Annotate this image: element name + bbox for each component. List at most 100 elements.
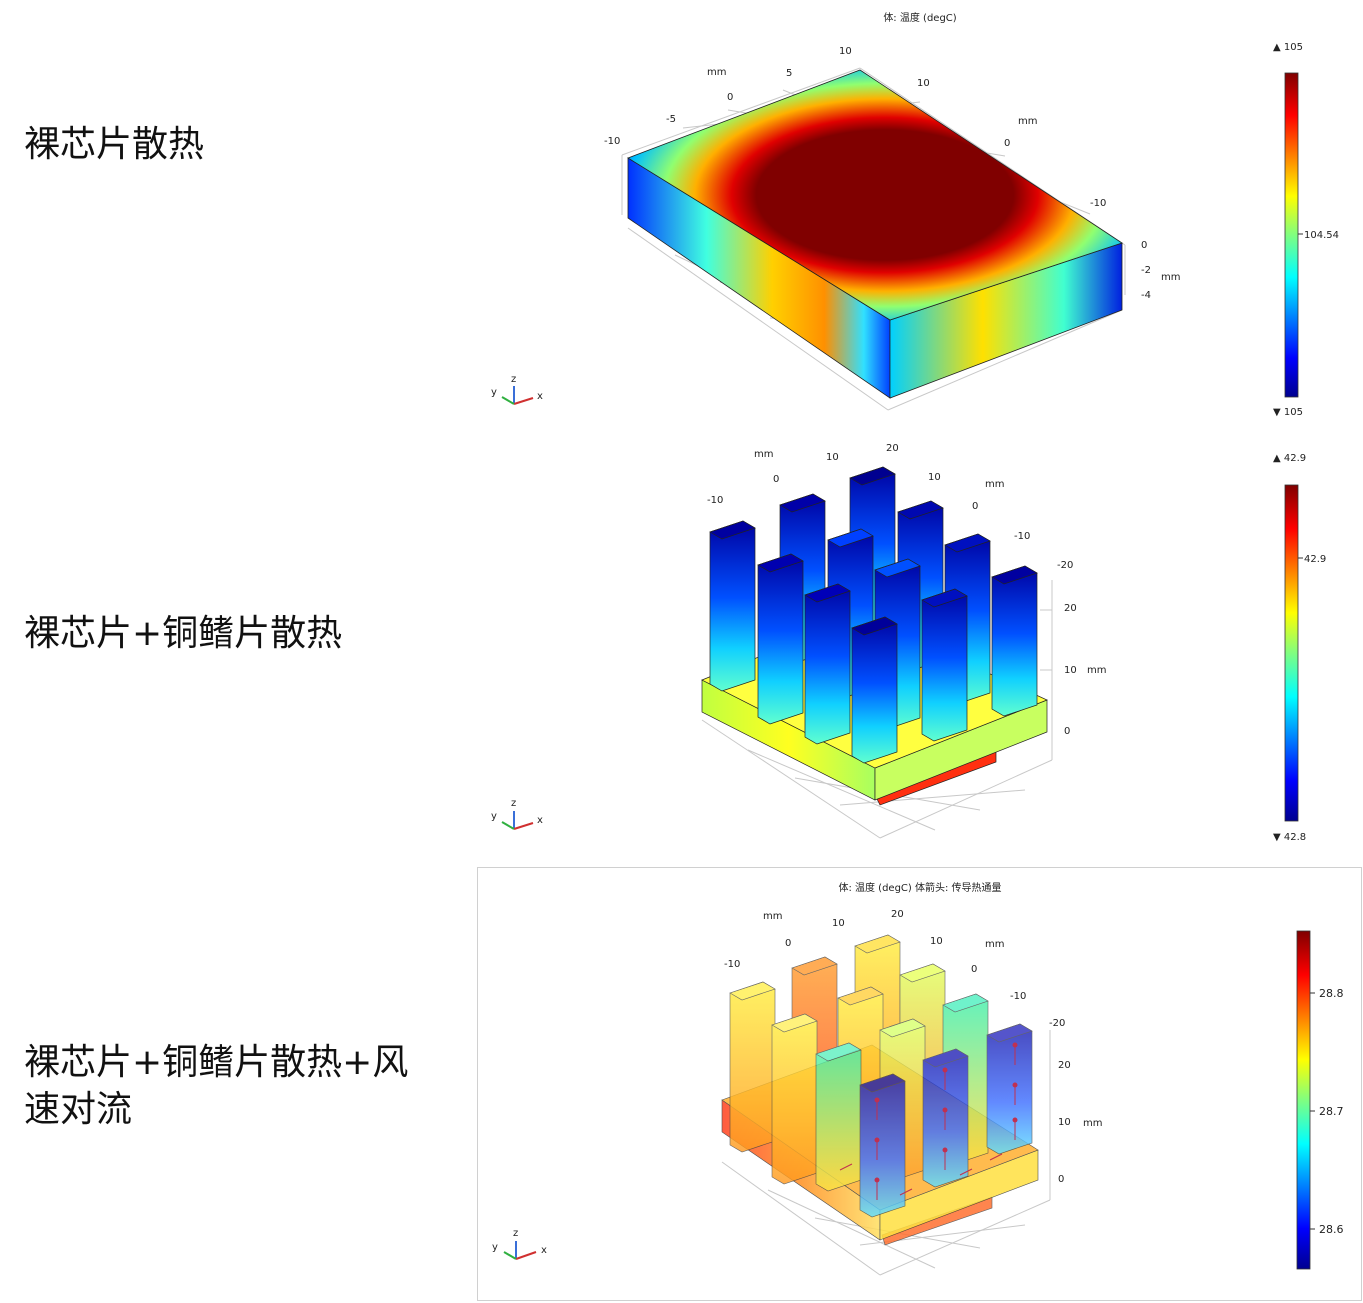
fin — [804, 583, 851, 745]
z-tick: 0 — [1058, 1174, 1064, 1185]
triad-y: y — [491, 811, 497, 822]
y-tick: -20 — [1057, 560, 1073, 571]
colorbar-2: ▲ 42.9 42.9 ▼ 42.8 — [1273, 453, 1326, 843]
x-tick: -5 — [666, 114, 676, 125]
axis-ticks-2: -10 0 10 20 mm 10 0 -10 -20 mm 20 10 0 m… — [707, 443, 1106, 737]
triad-x: x — [541, 1245, 547, 1256]
x-unit: mm — [707, 67, 726, 78]
axis-ticks-1: -10 -5 0 5 10 mm 10 0 -10 mm 0 -2 -4 mm — [604, 46, 1180, 301]
y-tick: 10 — [928, 472, 941, 483]
chip-top-face — [627, 69, 1123, 321]
z-tick: -4 — [1141, 290, 1151, 301]
colorbar-max-label: ▲ 105 — [1273, 42, 1303, 53]
y-tick: 10 — [917, 78, 930, 89]
y-tick: 0 — [971, 964, 977, 975]
z-tick: 10 — [1058, 1117, 1071, 1128]
fin — [771, 1013, 818, 1185]
x-unit: mm — [763, 911, 782, 922]
row-label-2: 裸芯片+铜鳍片散热 — [24, 613, 343, 654]
triad-z: z — [513, 1228, 518, 1239]
triad-x: x — [537, 391, 543, 402]
axis-ticks-3: -10 0 10 20 mm 10 0 -10 -20 mm 20 10 0 m… — [724, 909, 1102, 1185]
axis-triad-2: z x y — [491, 798, 543, 830]
x-tick: 5 — [786, 68, 792, 79]
colorbar-ramp — [1284, 72, 1299, 398]
fin — [729, 981, 776, 1153]
x-tick: -10 — [707, 495, 723, 506]
z-tick: 20 — [1064, 603, 1077, 614]
row-label-3-text: 裸芯片+铜鳍片散热+风速对流 — [24, 1042, 409, 1130]
z-tick: 0 — [1141, 240, 1147, 251]
heat-flux-arrows — [839, 1042, 1018, 1200]
fin — [709, 520, 756, 692]
y-tick: -10 — [1090, 198, 1106, 209]
z-tick: -2 — [1141, 265, 1151, 276]
colorbar-min-label: ▼ 42.8 — [1273, 832, 1306, 843]
y-tick: -10 — [1010, 991, 1026, 1002]
triad-y: y — [492, 1242, 498, 1253]
plot-frame-3 — [477, 867, 1362, 1301]
fin — [757, 553, 804, 725]
plot-title-1: 体: 温度 (degC) — [883, 11, 956, 24]
triad-z: z — [511, 374, 516, 385]
row-label-1: 裸芯片散热 — [24, 124, 205, 165]
y-unit: mm — [985, 939, 1004, 950]
plot-panel-2: -10 0 10 20 mm 10 0 -10 -20 mm 20 10 0 m… — [480, 430, 1363, 860]
y-unit: mm — [985, 479, 1004, 490]
x-tick: 20 — [886, 443, 899, 454]
z-unit: mm — [1083, 1118, 1102, 1129]
x-tick: 20 — [891, 909, 904, 920]
plot-panel-3: 体: 温度 (degC) 体箭头: 传导热通量 — [478, 868, 1361, 1300]
colorbar-3: 28.8 28.7 28.6 — [1296, 930, 1344, 1270]
x-tick: 10 — [832, 918, 845, 929]
colorbar-tick-label: 28.7 — [1319, 1105, 1344, 1118]
fin — [991, 565, 1038, 717]
y-tick: 0 — [972, 501, 978, 512]
fin — [815, 1042, 862, 1192]
colorbar-mid-label: 42.9 — [1304, 554, 1326, 565]
fin-array-3 — [729, 934, 1033, 1218]
colorbar-tick-label: 28.6 — [1319, 1223, 1344, 1236]
grid-lines-2 — [701, 580, 1053, 839]
y-tick: 0 — [1004, 138, 1010, 149]
fin — [921, 588, 968, 742]
colorbar-max-label: ▲ 42.9 — [1273, 453, 1306, 464]
plot-canvas-1: 体: 温度 (degC) -10 -5 0 5 10 mm 10 0 -10 m… — [491, 11, 1339, 418]
x-tick: 10 — [826, 452, 839, 463]
x-tick: 0 — [727, 92, 733, 103]
fin — [986, 1023, 1033, 1155]
plot-title-3: 体: 温度 (degC) 体箭头: 传导热通量 — [838, 881, 1001, 894]
row-label-3: 裸芯片+铜鳍片散热+风速对流 — [24, 1040, 424, 1134]
plot-panel-1: 体: 温度 (degC) -10 -5 0 5 10 mm 10 0 -10 m… — [480, 0, 1363, 430]
grid-lines-3 — [721, 1030, 1051, 1276]
x-tick: 0 — [785, 938, 791, 949]
colorbar-ramp — [1296, 930, 1311, 1270]
y-tick: -20 — [1049, 1018, 1065, 1029]
colorbar-mid-label: 104.54 — [1304, 230, 1339, 241]
fin — [851, 616, 898, 764]
z-tick: 0 — [1064, 726, 1070, 737]
fin-array-2 — [709, 466, 1038, 764]
triad-z: z — [511, 798, 516, 809]
z-tick: 10 — [1064, 665, 1077, 676]
x-tick: 0 — [773, 474, 779, 485]
triad-x: x — [537, 815, 543, 826]
fin — [859, 1073, 906, 1218]
x-unit: mm — [754, 449, 773, 460]
x-tick: -10 — [604, 136, 620, 147]
y-unit: mm — [1018, 116, 1037, 127]
x-tick: 10 — [839, 46, 852, 57]
colorbar-ramp — [1284, 484, 1299, 822]
triad-y: y — [491, 387, 497, 398]
z-tick: 20 — [1058, 1060, 1071, 1071]
colorbar-1: ▲ 105 104.54 ▼ 105 — [1273, 42, 1339, 418]
axis-triad-1: z x y — [491, 374, 543, 405]
colorbar-tick-label: 28.8 — [1319, 987, 1344, 1000]
y-tick: 10 — [930, 936, 943, 947]
plot-canvas-2: -10 0 10 20 mm 10 0 -10 -20 mm 20 10 0 m… — [491, 443, 1326, 843]
z-unit: mm — [1087, 665, 1106, 676]
x-tick: -10 — [724, 959, 740, 970]
z-unit: mm — [1161, 272, 1180, 283]
colorbar-min-label: ▼ 105 — [1273, 407, 1303, 418]
axis-triad-3: z x y — [492, 1228, 547, 1260]
